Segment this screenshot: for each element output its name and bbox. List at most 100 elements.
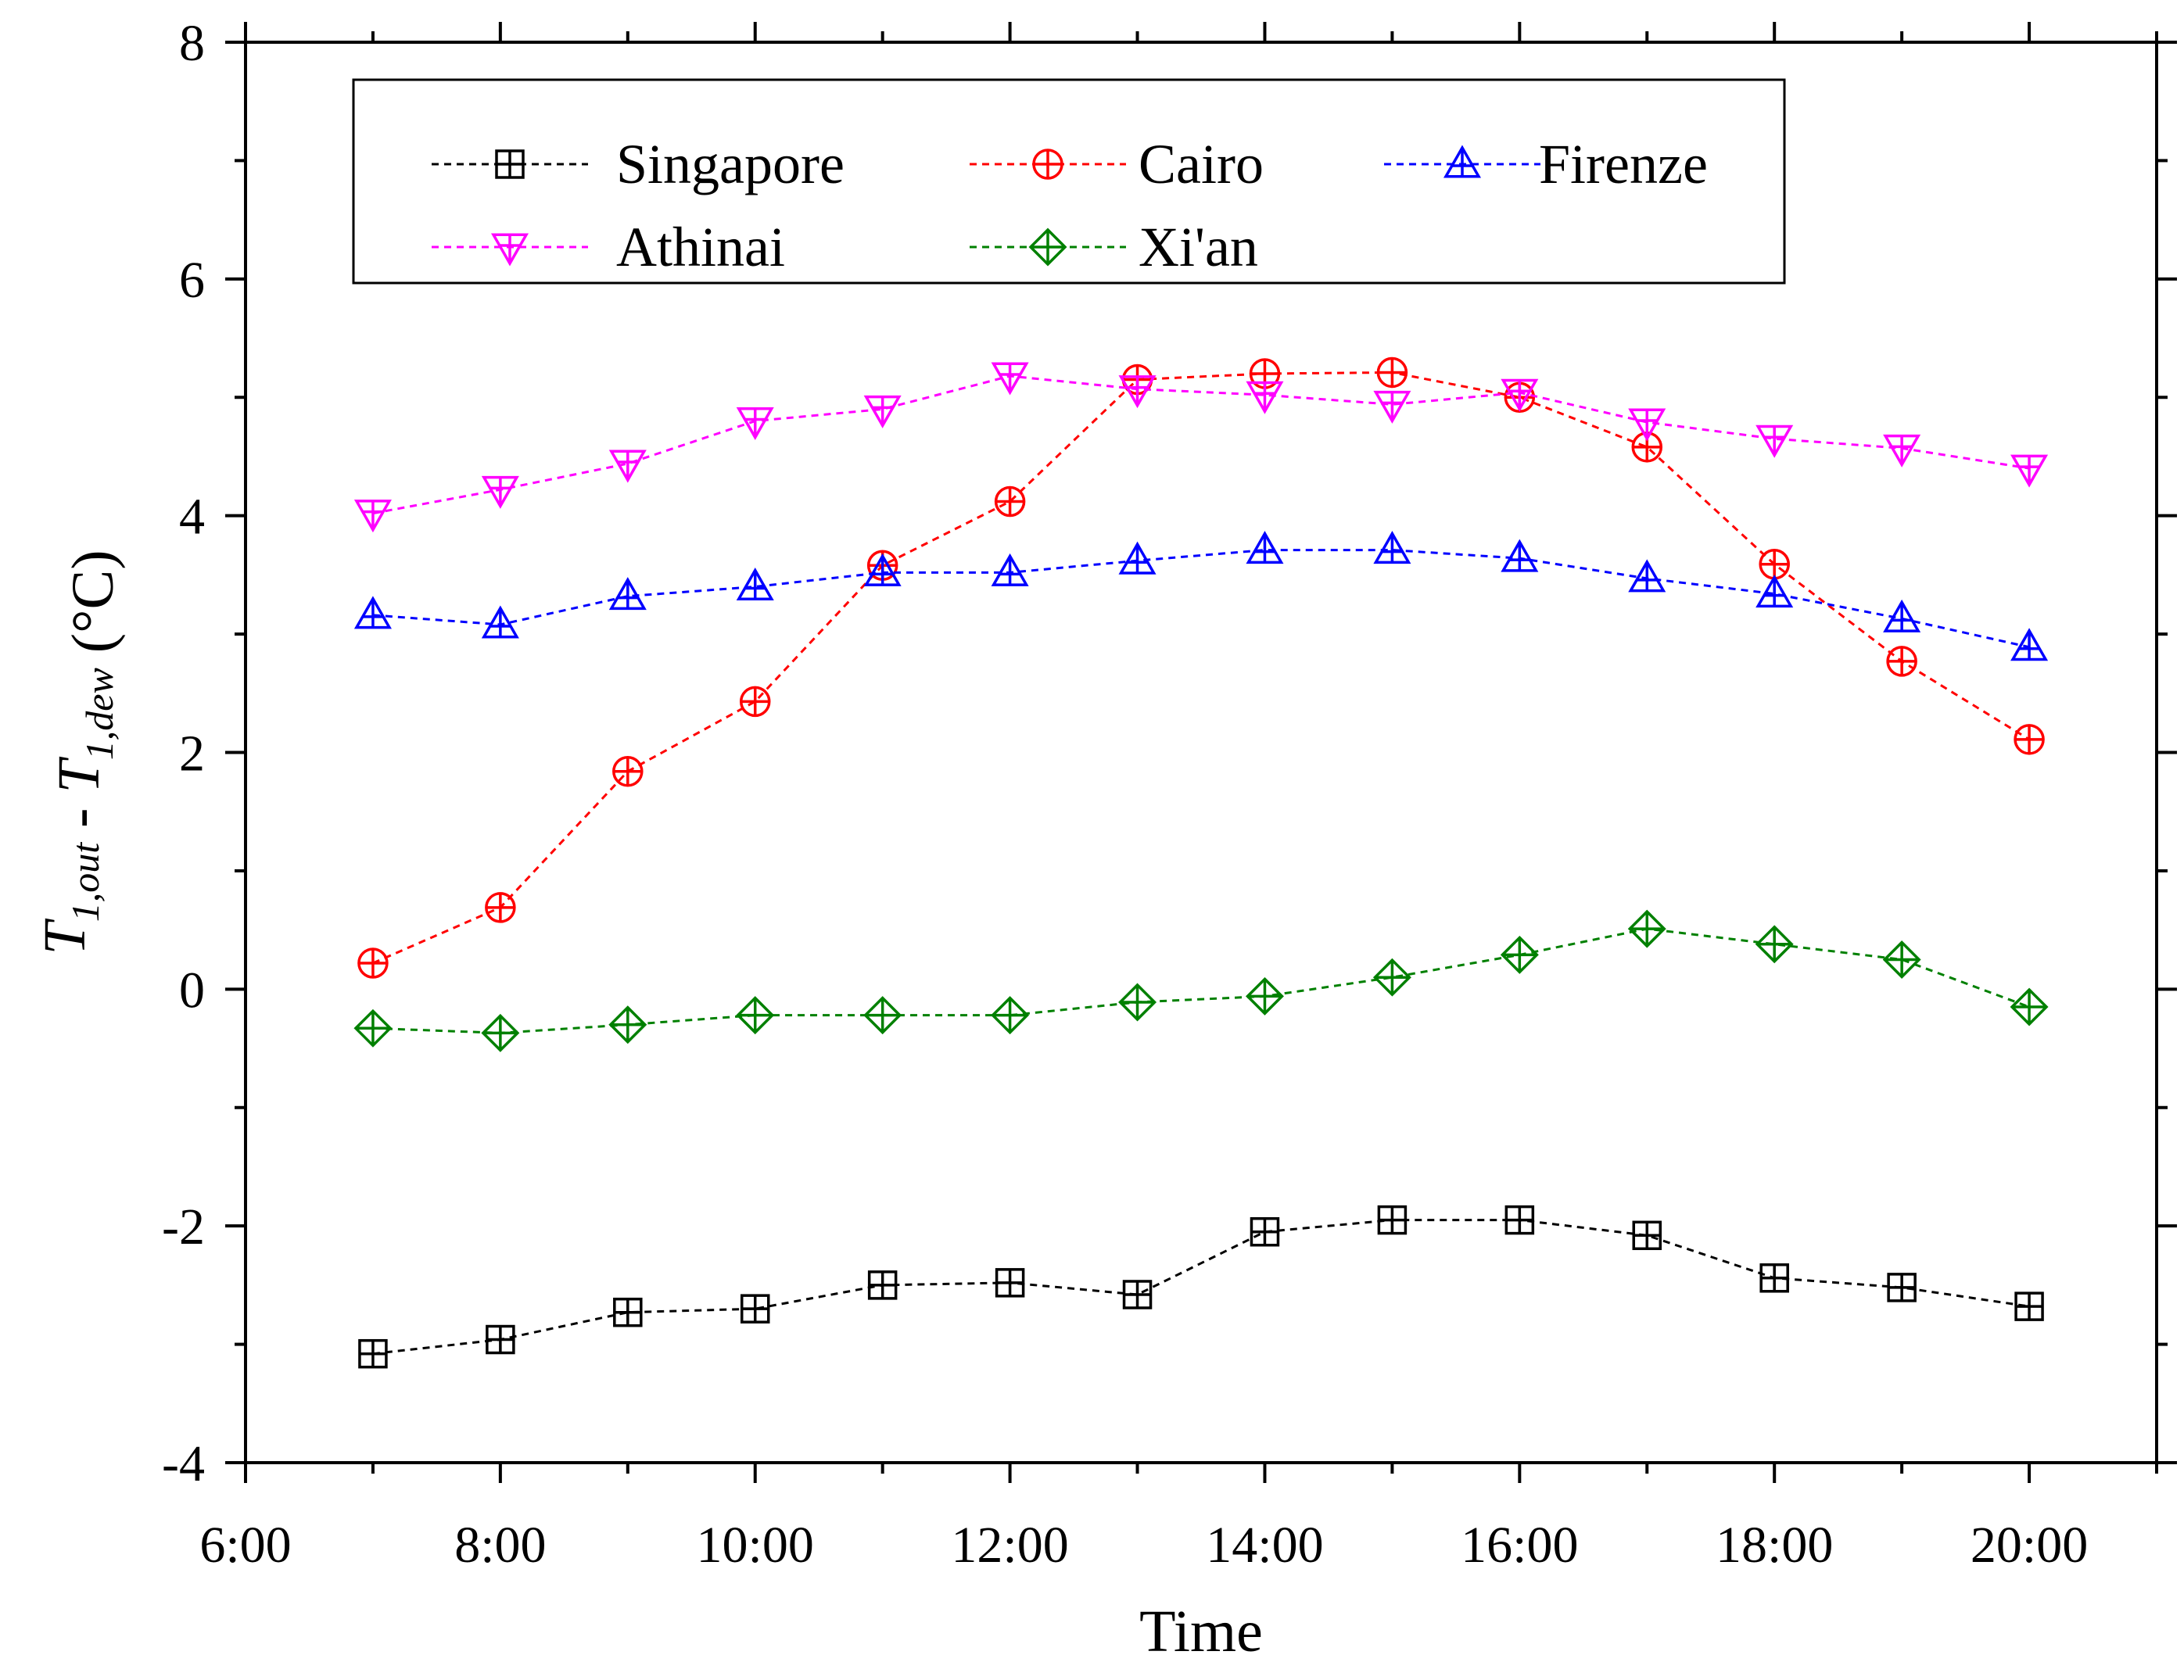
series-line (372, 927, 2030, 1034)
data-point (353, 1008, 393, 1048)
data-point (1118, 375, 1157, 409)
x-tick-label: 14:00 (1206, 1517, 1323, 1574)
x-axis: 6:00 8:00 10:00 12:00 14:00 16:00 18:00 20:00 (199, 22, 2158, 1574)
x-tick-label: 8:00 (454, 1517, 546, 1574)
data-point (1122, 1280, 1153, 1309)
legend-box (352, 78, 1786, 285)
data-point (481, 475, 519, 509)
data-point (991, 553, 1029, 586)
data-point (2010, 454, 2049, 488)
legend: Singapore Cairo Firenze Athinai Xi'an (352, 78, 1786, 285)
data-point (1882, 940, 1921, 979)
x-tick-label: 20:00 (1971, 1517, 2088, 1574)
data-point (490, 233, 529, 267)
y-axis-label-part: T (32, 919, 98, 955)
data-point (1500, 935, 1539, 974)
y-tick-label: 6 (179, 252, 205, 309)
data-point (739, 686, 771, 718)
y-axis-label-part: T (46, 757, 112, 793)
data-point (1032, 149, 1063, 180)
series-line (372, 374, 2030, 515)
data-point (1887, 1273, 1917, 1302)
y-axis: -4 -2 0 2 4 6 8 (162, 15, 2177, 1492)
data-point (867, 1270, 898, 1300)
series-firenze (353, 531, 2049, 661)
data-point (1118, 541, 1157, 575)
data-point (1755, 575, 1794, 608)
data-point (991, 362, 1029, 396)
x-tick-label: 18:00 (1716, 1517, 1833, 1574)
data-point (481, 1013, 520, 1052)
series-line (372, 371, 2030, 965)
data-point (736, 567, 774, 601)
data-point (1759, 1263, 1789, 1293)
data-point (1628, 408, 1666, 442)
legend-item: Xi'an (970, 216, 1258, 278)
data-point (608, 1005, 647, 1044)
data-point (1246, 381, 1284, 414)
data-point (485, 892, 516, 923)
y-tick-label: 8 (179, 15, 205, 72)
data-point (1443, 145, 1482, 178)
series-athinai (353, 362, 2049, 533)
data-point (1501, 378, 1539, 412)
data-point (358, 1338, 388, 1369)
y-axis-label: T1,out - T1,dew (°C) (32, 550, 126, 955)
data-point (353, 596, 392, 629)
data-point (863, 553, 902, 586)
legend-label: Xi'an (1139, 216, 1258, 278)
legend-item: Athinai (432, 216, 785, 278)
data-point (2014, 724, 2045, 755)
legend-item: Cairo (970, 133, 1264, 195)
x-tick-label: 6:00 (199, 1517, 291, 1574)
data-point (1246, 531, 1284, 564)
data-point (1886, 646, 1917, 677)
data-point (481, 605, 519, 639)
data-point (1373, 390, 1411, 424)
data-point (740, 1294, 770, 1324)
data-point (863, 996, 902, 1035)
y-tick-label: -4 (162, 1435, 205, 1492)
data-point (1377, 1205, 1408, 1235)
data-point (608, 450, 647, 483)
data-point (736, 996, 775, 1035)
data-point (1373, 531, 1411, 564)
data-point (1372, 958, 1411, 997)
legend-label: Athinai (616, 216, 785, 278)
data-point (1245, 976, 1284, 1016)
series-xi-an (353, 909, 2049, 1052)
data-point (353, 500, 392, 533)
data-point (1632, 1220, 1662, 1251)
data-point (1628, 559, 1666, 593)
y-axis-label-part: 1,dew (77, 668, 121, 760)
x-tick-label: 16:00 (1461, 1517, 1578, 1574)
data-point (612, 755, 644, 787)
data-point (991, 996, 1030, 1035)
data-point (1883, 599, 1921, 632)
series-line (372, 1219, 2030, 1356)
data-point (1883, 434, 1921, 467)
data-point (1759, 548, 1790, 580)
y-tick-label: 0 (179, 962, 205, 1019)
data-point (357, 947, 389, 979)
legend-label: Firenze (1539, 133, 1708, 195)
data-point (2014, 1291, 2044, 1321)
data-point (1250, 1216, 1280, 1247)
y-axis-label-part: - (46, 793, 112, 843)
data-point (994, 485, 1026, 518)
data-point (863, 395, 902, 428)
legend-item: Firenze (1384, 133, 1708, 195)
data-point (1755, 424, 1794, 458)
data-point (1504, 1205, 1535, 1235)
data-point (1028, 227, 1067, 267)
data-point (1118, 983, 1157, 1022)
x-tick-label: 10:00 (697, 1517, 814, 1574)
y-tick-label: -2 (162, 1198, 205, 1256)
legend-label: Cairo (1139, 133, 1264, 195)
data-point (995, 1268, 1025, 1298)
data-point (1376, 356, 1408, 389)
data-point (1755, 925, 1794, 964)
legend-label: Singapore (616, 133, 845, 195)
y-axis-label-part: (°C) (60, 550, 126, 668)
